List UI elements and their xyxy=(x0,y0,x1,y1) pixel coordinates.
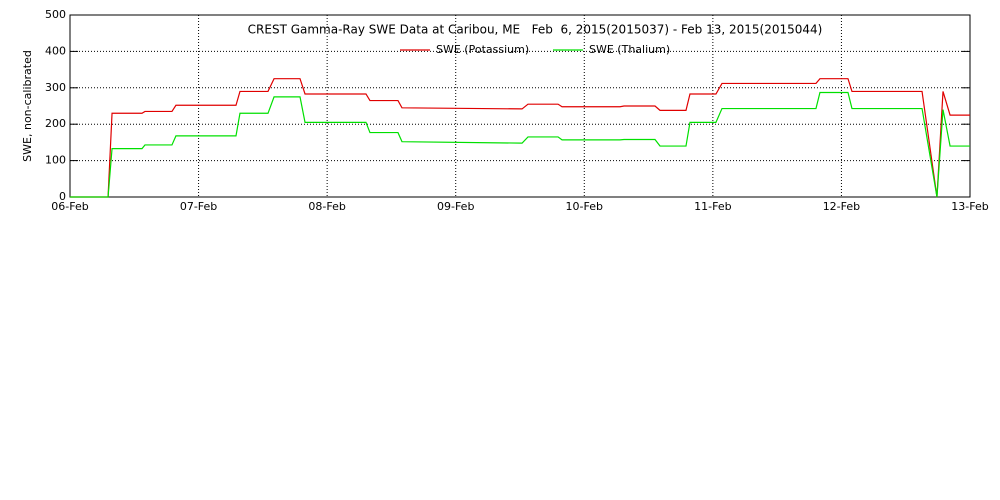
x-tick-label: 12-Feb xyxy=(823,200,860,213)
x-tick-label: 09-Feb xyxy=(437,200,474,213)
legend-label: SWE (Potassium) xyxy=(436,43,529,56)
x-tick-label: 08-Feb xyxy=(308,200,345,213)
x-tick-label: 07-Feb xyxy=(180,200,217,213)
y-tick-label: 400 xyxy=(45,44,66,57)
y-tick-label: 0 xyxy=(59,190,66,203)
y-tick-label: 300 xyxy=(45,81,66,94)
x-tick-label: 10-Feb xyxy=(566,200,603,213)
y-axis-label: SWE, non-calibrated xyxy=(21,50,34,162)
chart-title: CREST Gamma-Ray SWE Data at Caribou, ME … xyxy=(248,23,823,37)
data-line xyxy=(70,91,970,198)
y-tick-label: 100 xyxy=(45,154,66,167)
x-tick-label: 11-Feb xyxy=(694,200,731,213)
x-tick-label: 13-Feb xyxy=(951,200,988,213)
data-line xyxy=(70,78,970,198)
x-tick-label: 06-Feb xyxy=(51,200,88,213)
y-tick-label: 500 xyxy=(45,8,66,21)
y-tick-label: 200 xyxy=(45,117,66,130)
legend-label: SWE (Thalium) xyxy=(589,43,670,56)
